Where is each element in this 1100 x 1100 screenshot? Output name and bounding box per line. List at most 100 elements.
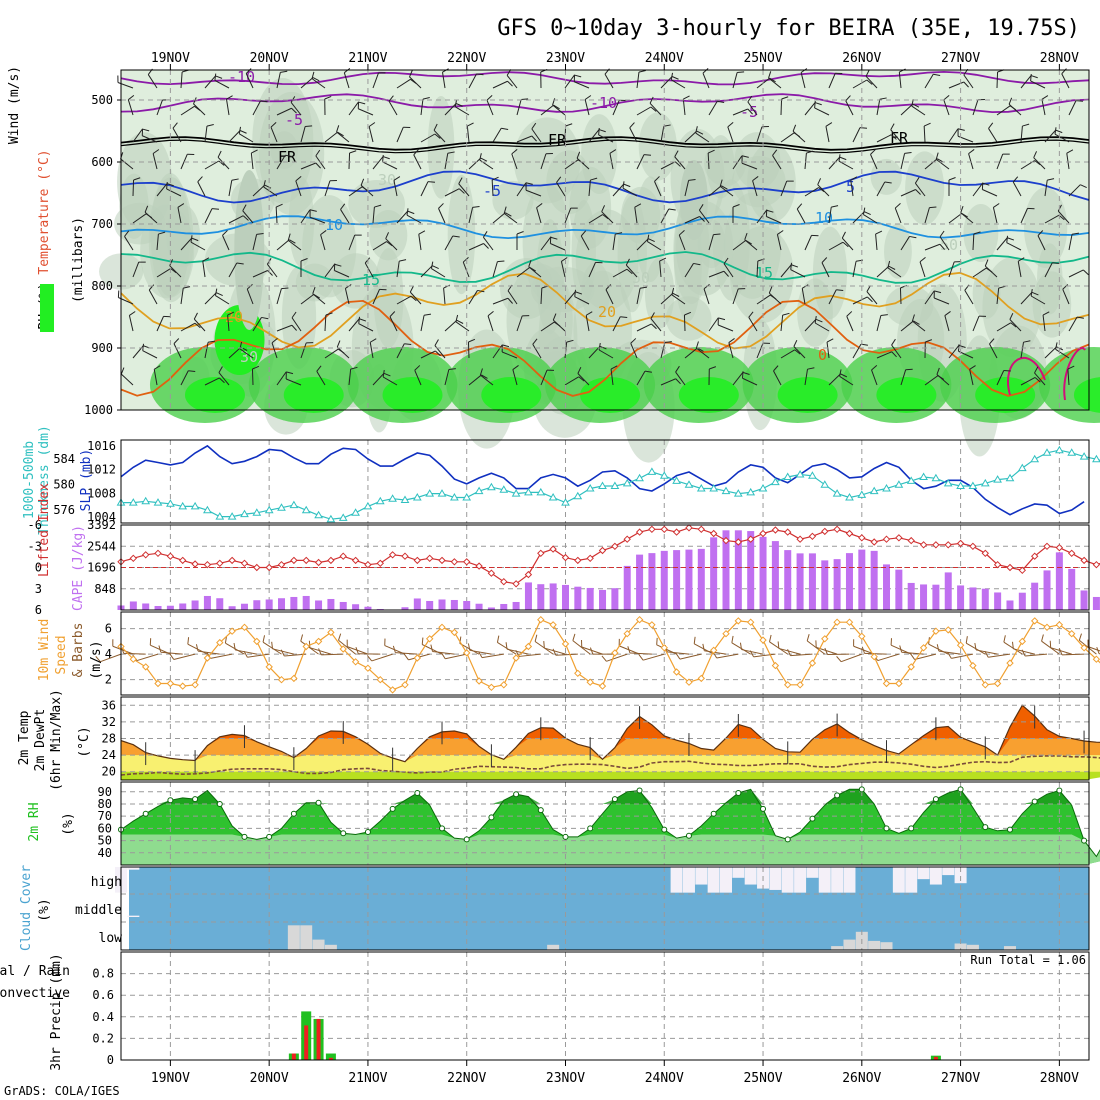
wind-barb: [588, 262, 596, 278]
lifted-index-point: [1030, 552, 1039, 560]
wind-barb: [975, 649, 998, 655]
wind-barb: [276, 239, 290, 251]
wind-barb-flag: [324, 95, 332, 100]
temp-tick: 24: [102, 748, 116, 762]
lifted-index-point: [932, 541, 940, 549]
wind-barb: [1020, 208, 1028, 224]
wind-barb-flag: [747, 95, 753, 103]
cape-bar: [673, 550, 681, 610]
wind-barb: [866, 291, 878, 305]
wind-barb-flag: [382, 156, 390, 160]
wind-barb-flag: [958, 344, 966, 348]
wind-barb: [204, 342, 209, 359]
wind-barb-flag: [894, 203, 901, 209]
wind-barb: [612, 316, 621, 332]
wind-barb-flag: [688, 178, 696, 181]
wind-barb-flag: [674, 150, 679, 157]
wind-barb: [598, 349, 614, 359]
wind-barb-flag: [728, 338, 735, 343]
cloud-middle-label: middle: [75, 903, 122, 918]
rh-point: [587, 825, 594, 832]
top-day-label: 21NOV: [348, 51, 387, 66]
rh-point: [1031, 798, 1038, 805]
lifted-index-point: [1043, 542, 1051, 551]
wind-barb-flag: [814, 102, 822, 106]
wind-barb: [732, 288, 739, 305]
slp-tick: 1016: [87, 439, 116, 453]
wind-barb-flag: [340, 203, 346, 210]
rh-point: [636, 787, 643, 794]
rh-region: [638, 112, 677, 181]
wind-barb: [911, 105, 926, 116]
rh-point: [537, 807, 544, 814]
panel-frame: [120, 696, 1090, 781]
wind-barb: [667, 651, 690, 655]
wind-barb: [804, 369, 808, 386]
wind-barb-flag: [320, 230, 327, 236]
wind-barb: [147, 74, 158, 89]
cape-bar: [1068, 568, 1076, 610]
wind-barb-flag: [650, 312, 655, 319]
rh-region: [119, 173, 149, 239]
wind-barb-flag: [791, 264, 799, 268]
wind-barb: [468, 243, 484, 251]
wind-barb: [800, 72, 806, 89]
wind-barb: [409, 76, 422, 89]
wind-barb-flag: [467, 643, 471, 651]
lifted-index-point: [327, 556, 335, 565]
wind-barb: [368, 126, 374, 143]
panel-frame: [120, 951, 1090, 1061]
wind-barb: [156, 99, 163, 116]
wind-speed-point: [895, 679, 903, 688]
wind-barb-flag: [919, 257, 926, 263]
panel-frame: [120, 866, 1090, 951]
rh-point: [142, 810, 149, 817]
lifted-index-tick: -6: [28, 518, 42, 532]
thickness-point: [573, 491, 583, 500]
wind-barb: [290, 102, 302, 116]
wind-barb: [1020, 291, 1033, 305]
wind-barb-flag: [630, 338, 637, 344]
cape-bar: [771, 541, 779, 610]
wind-barb: [1068, 316, 1078, 332]
wind-barb-flag: [625, 258, 630, 266]
wind-barb-flag: [605, 284, 612, 290]
wind-barb-flag: [936, 644, 940, 652]
wind-barb-flag: [334, 263, 342, 267]
wind-barb: [659, 261, 662, 278]
wind-barb-flag: [584, 95, 592, 100]
wind-barb: [250, 153, 254, 170]
wind-barb: [242, 210, 254, 224]
wind-barb: [660, 208, 670, 224]
top-day-label: 27NOV: [941, 51, 980, 66]
thickness-point: [141, 496, 151, 505]
contour-label: 50: [632, 269, 650, 287]
wind-barb: [717, 324, 734, 332]
wind-barb: [540, 153, 547, 170]
wind-barb-flag: [337, 131, 344, 137]
wind-barb: [148, 289, 158, 305]
cloud-label: Cloud Cover: [19, 865, 34, 951]
wind-barb: [840, 653, 862, 663]
wind-barb: [468, 374, 482, 386]
wind-barb: [204, 208, 213, 224]
wind-barb: [531, 128, 542, 143]
wind-barb-flag: [286, 371, 294, 375]
thickness-point: [561, 498, 570, 506]
wind-barb: [951, 653, 974, 659]
thickness-point: [450, 493, 459, 501]
wind-speed-point: [1006, 659, 1014, 667]
wind-barb: [826, 342, 830, 359]
wind-barb: [852, 343, 862, 359]
wind-barb: [968, 153, 974, 170]
wind-speed-point: [586, 678, 594, 686]
temperature-contour-hot: [1007, 357, 1046, 396]
thickness-point: [400, 495, 410, 503]
cloud-low-bar: [966, 944, 979, 950]
rh-legend-swatch: [40, 284, 54, 332]
wind-speed-point: [845, 618, 854, 626]
wind-barb: [266, 263, 278, 278]
wind-barb-flag: [1012, 176, 1019, 183]
rh-region: [870, 158, 902, 195]
wind-barb-flag: [413, 149, 419, 156]
